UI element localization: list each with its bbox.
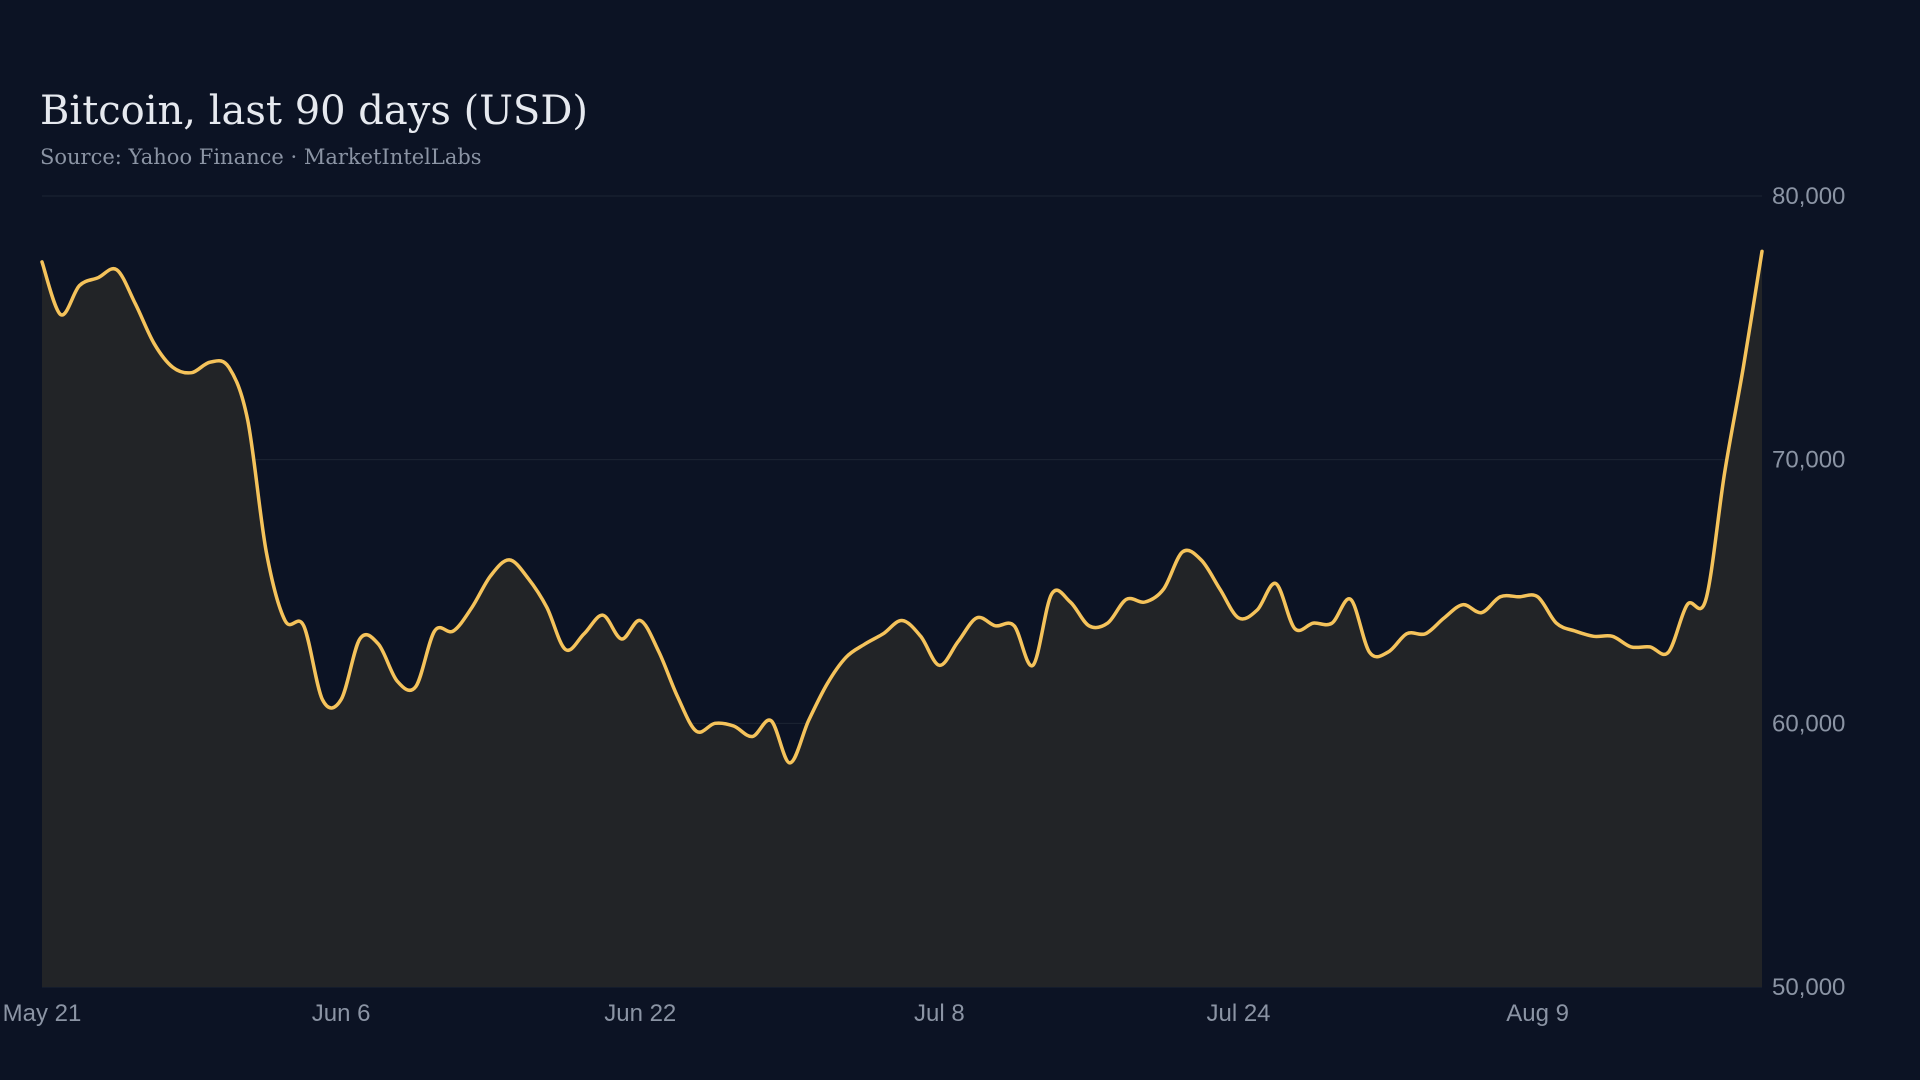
chart-subtitle: Source: Yahoo Finance · MarketIntelLabs (40, 145, 482, 169)
x-tick-label: May 21 (3, 1000, 82, 1027)
x-axis-ticks: May 21 Jun 6 Jun 22 Jul 8 Jul 24 Aug 9 (3, 1000, 1569, 1027)
y-tick-label: 50,000 (1772, 974, 1845, 1001)
y-axis-ticks: 50,000 60,000 70,000 80,000 (1772, 183, 1845, 1001)
x-tick-label: Jul 24 (1206, 1000, 1270, 1027)
y-tick-label: 80,000 (1772, 183, 1845, 210)
x-tick-label: Jun 22 (604, 1000, 676, 1027)
x-tick-label: Jul 8 (914, 1000, 965, 1027)
chart-title: Bitcoin, last 90 days (USD) (40, 88, 588, 134)
price-area-fill (42, 251, 1762, 987)
y-tick-label: 70,000 (1772, 447, 1845, 474)
x-tick-label: Aug 9 (1506, 1000, 1569, 1027)
price-line (40, 249, 1764, 765)
y-tick-label: 60,000 (1772, 710, 1845, 737)
x-tick-label: Jun 6 (312, 1000, 371, 1027)
